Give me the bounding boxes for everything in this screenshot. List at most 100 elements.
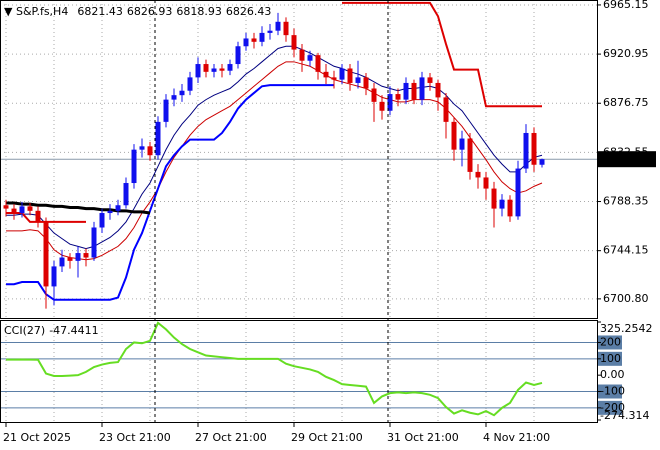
candle-body xyxy=(91,227,97,258)
candle-body xyxy=(171,95,177,100)
candle-body xyxy=(539,159,545,165)
candle-body xyxy=(491,188,497,209)
indicator-line xyxy=(6,61,543,261)
candle-body xyxy=(259,32,265,42)
candle-body xyxy=(27,206,33,211)
candle-body xyxy=(411,82,417,100)
y-tick-label: 100 xyxy=(600,352,621,365)
high: 6826.93 xyxy=(127,5,173,18)
cci-value: -47.4411 xyxy=(49,324,98,337)
low: 6818.93 xyxy=(176,5,222,18)
cci-title: CCI(27) xyxy=(4,324,45,337)
candle-body xyxy=(435,82,441,98)
candle-body xyxy=(187,77,193,91)
y-tick-label: 6965.15 xyxy=(603,0,649,11)
candle-body xyxy=(331,77,337,80)
cci-header: CCI(27) -47.4411 xyxy=(4,324,99,337)
candle-body xyxy=(235,46,241,65)
candle-body xyxy=(531,132,537,165)
candle-body xyxy=(139,146,145,150)
level-label-bg xyxy=(598,400,622,415)
candle-body xyxy=(339,68,345,80)
y-tick-label: 6788.35 xyxy=(603,195,649,208)
y-tick-label: 200 xyxy=(600,335,621,348)
candle-body xyxy=(355,77,361,83)
candle-body xyxy=(499,199,505,209)
cci-frame xyxy=(0,320,598,423)
candle-body xyxy=(371,88,377,102)
candle-body xyxy=(203,64,209,72)
cci-line xyxy=(6,321,543,417)
candle-body xyxy=(211,68,217,72)
x-tick-label: 31 Oct 21:00 xyxy=(387,431,459,444)
indicator-line xyxy=(6,84,334,301)
price-box xyxy=(598,151,656,168)
candle-body xyxy=(35,210,41,222)
y-tick-label: 325.2542 xyxy=(600,322,653,335)
plot xyxy=(3,1,545,417)
candle-body xyxy=(227,64,233,71)
candle-body xyxy=(83,253,89,258)
price-box-label: 6826.43 xyxy=(601,152,647,165)
y-tick-label: 6876.75 xyxy=(603,96,649,109)
candle-body xyxy=(147,146,153,156)
y-tick-label: 6920.95 xyxy=(603,47,649,60)
level-label-bg xyxy=(598,384,622,399)
candle-body xyxy=(19,206,25,214)
candle-body xyxy=(59,257,65,267)
candle-body xyxy=(507,199,513,217)
y-tick-label: -200 xyxy=(600,401,625,414)
y-tick-label: 0.00 xyxy=(600,368,625,381)
candle-body xyxy=(251,38,257,42)
candle-body xyxy=(451,121,457,150)
x-tick-label: 23 Oct 21:00 xyxy=(99,431,171,444)
candle-body xyxy=(403,82,409,100)
symbol: S&P.fs,H4 xyxy=(16,5,68,18)
candle-body xyxy=(323,71,329,78)
y-tick-label: 6744.15 xyxy=(603,244,649,257)
candle-body xyxy=(299,49,305,61)
candle-body xyxy=(467,138,473,172)
candle-body xyxy=(267,30,273,33)
y-tick-label: -274.314 xyxy=(600,409,649,422)
candle-body xyxy=(155,121,161,156)
candle-body xyxy=(347,68,353,83)
axes: 6965.156920.956876.756832.556788.356744.… xyxy=(3,0,656,444)
candle-body xyxy=(427,77,433,83)
candle-body xyxy=(379,101,385,111)
candle-body xyxy=(219,68,225,71)
candle-body xyxy=(387,94,393,111)
candle-body xyxy=(99,213,105,228)
candle-body xyxy=(315,55,321,72)
candle-body xyxy=(283,21,289,36)
candle-body xyxy=(483,177,489,189)
x-tick-label: 29 Oct 21:00 xyxy=(291,431,363,444)
candle-body xyxy=(515,168,521,217)
candle-body xyxy=(195,64,201,78)
candle-body xyxy=(275,21,281,31)
candle-body xyxy=(75,253,81,261)
candle-body xyxy=(395,94,401,100)
candle-body xyxy=(459,138,465,150)
candle-body xyxy=(115,205,121,211)
level-label-bg xyxy=(598,351,622,366)
header: ▼ S&P.fs,H4 6821.43 6826.93 6818.93 6826.43 xyxy=(4,5,271,18)
candle-body xyxy=(67,257,73,261)
level-label-bg xyxy=(598,335,622,350)
candle-body xyxy=(475,171,481,178)
close: 6826.43 xyxy=(226,5,272,18)
candle-body xyxy=(291,35,297,50)
y-tick-label: -100 xyxy=(600,385,625,398)
candle-body xyxy=(443,97,449,122)
candle-body xyxy=(43,221,49,287)
candle-body xyxy=(363,77,369,89)
main-frame xyxy=(0,0,598,319)
x-tick-label: 27 Oct 21:00 xyxy=(195,431,267,444)
y-tick-label: 6700.80 xyxy=(603,292,649,305)
x-tick-label: 4 Nov 21:00 xyxy=(483,431,550,444)
candle-body xyxy=(243,38,249,47)
header-arrow: ▼ xyxy=(4,5,16,18)
candle-body xyxy=(123,183,129,206)
